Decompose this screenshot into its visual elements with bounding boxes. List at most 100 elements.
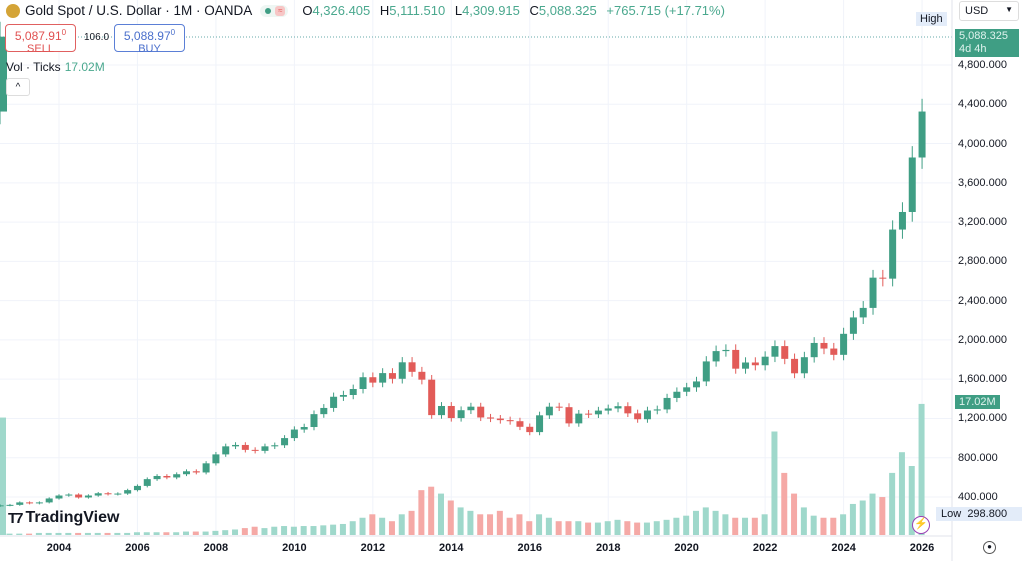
volume-bar [869,493,876,535]
candle [545,406,553,416]
candle [742,362,750,369]
volume-bar [742,517,749,535]
volume-bar [330,524,337,535]
settings-icon[interactable]: ● [983,541,996,554]
candle [232,444,240,447]
volume-bar [114,532,121,535]
candle [859,307,867,318]
volume-bar [683,515,690,535]
candle [457,410,465,419]
price-tick-label: 2,000.000 [958,333,1007,346]
volume-bars [0,403,925,535]
price-tick-label: 400.000 [958,491,998,503]
candle [761,356,769,366]
candle [663,397,671,410]
candle [359,377,367,390]
volume-bar [418,490,425,535]
candle [271,445,279,447]
candle [673,391,681,398]
candle [114,493,122,495]
candle [810,342,818,358]
time-tick-label: 2018 [595,542,621,554]
volume-bar [673,517,680,535]
volume-bar [232,529,239,535]
volume-bar [849,503,856,535]
volume-bar [526,521,533,535]
candle [418,371,426,380]
candle [918,111,926,158]
candle [241,444,249,450]
candle [536,415,544,433]
candle [722,349,730,352]
volume-bar [437,493,444,535]
candle [94,493,102,496]
volume-bar [477,514,484,535]
candle [467,406,475,411]
sell-button[interactable]: 5,087.910 SELL [5,24,76,55]
volume-bar [290,526,297,535]
volume-bar [634,522,641,535]
collapse-legend-button[interactable]: ^ [6,78,30,96]
candle [16,502,24,505]
candle [398,362,406,379]
volume-bar [300,526,307,535]
candle [477,406,485,418]
candle [437,405,445,416]
candle [202,463,210,473]
volume-bar [496,510,503,535]
candle [153,475,161,480]
candles [0,21,926,507]
candle [702,361,710,382]
volume-bar [820,517,827,535]
volume-bar [26,533,33,535]
candle [124,490,132,494]
volume-badge: 17.02M [955,395,1000,409]
lightning-icon[interactable]: ⚡ [912,516,930,534]
last-price-badge: 5,088.325 4d 4h [955,29,1019,57]
candle [849,317,857,334]
volume-bar [506,517,513,535]
volume-bar [810,515,817,535]
candle [84,495,92,498]
price-tick-label: 4,000.000 [958,137,1007,150]
volume-bar [163,532,170,535]
time-tick-label: 2026 [909,542,935,554]
grid [0,0,952,536]
candle [712,351,720,362]
volume-bar [84,532,91,535]
volume-bar [830,517,837,535]
high-marker: High [916,12,947,26]
candle [143,479,151,486]
volume-bar [467,510,474,535]
volume-bar [428,486,435,535]
volume-bar [0,417,6,535]
candle [683,387,691,392]
candle [388,373,396,379]
candle [791,358,799,374]
symbol-title[interactable]: Gold Spot / U.S. Dollar · 1M · OANDA [25,3,253,18]
delayed-icon: ≈ [275,5,286,16]
time-tick-label: 2008 [203,542,229,554]
volume-bar [536,514,543,535]
volume-bar [840,514,847,535]
price-tick-label: 3,600.000 [958,176,1007,189]
candle [820,342,828,349]
candle [585,413,593,415]
tradingview-logo[interactable]: T7 TradingView [8,509,120,527]
volume-bar [663,519,670,535]
volume-bar [447,500,454,535]
buy-button[interactable]: 5,088.970 BUY [114,24,185,55]
volume-bar [359,517,366,535]
candle [281,438,289,446]
volume-bar [310,526,317,535]
volume-bar [182,531,189,535]
currency-select[interactable]: USD ▼ [959,1,1019,21]
market-status[interactable]: ≈ [260,4,289,17]
time-tick-label: 2022 [752,542,778,554]
candle [879,277,887,279]
volume-bar [369,514,376,535]
price-tick-label: 2,800.000 [958,255,1007,268]
volume-bar [133,532,140,535]
time-tick-label: 2020 [674,542,699,554]
